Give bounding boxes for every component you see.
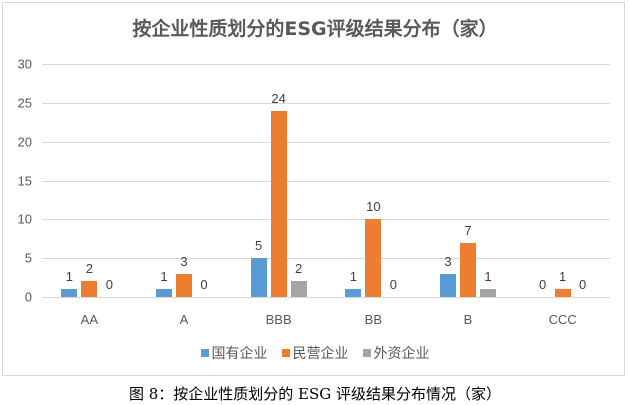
bar <box>345 289 362 297</box>
data-label: 2 <box>85 261 93 277</box>
legend-swatch-icon <box>362 349 371 357</box>
y-tick-label: 5 <box>24 250 32 266</box>
data-label: 2 <box>295 261 303 277</box>
data-label: 5 <box>255 238 263 254</box>
gridline <box>42 219 610 221</box>
legend-label: 国有企业 <box>211 346 268 362</box>
legend-swatch-icon <box>200 349 209 357</box>
legend-item: 国有企业 <box>200 343 268 363</box>
x-tick-label: A <box>179 312 189 327</box>
legend-item: 外资企业 <box>362 343 430 363</box>
data-label: 1 <box>349 269 357 285</box>
legend: 国有企业 民营企业 外资企业 <box>0 343 630 363</box>
bar <box>365 219 382 297</box>
y-tick-label: 10 <box>17 211 32 227</box>
gridline <box>42 180 610 182</box>
data-label: 3 <box>180 253 188 269</box>
gridline <box>42 64 610 65</box>
bar <box>156 289 172 297</box>
data-label: 24 <box>271 90 286 106</box>
bar <box>480 289 496 297</box>
chart-title: 按企业性质划分的ESG评级结果分布（家） <box>132 18 498 40</box>
y-tick-label: 25 <box>17 95 32 111</box>
legend-label: 民营企业 <box>292 346 349 362</box>
data-label: 0 <box>105 277 113 292</box>
plot-area: 0 5 10 15 20 25 30 1 2 0 1 3 0 5 24 2 1 10 0 3 7 1 0 1 0 <box>18 57 610 305</box>
data-label: 1 <box>65 269 73 285</box>
legend-item: 民营企业 <box>281 343 349 363</box>
bar <box>81 281 98 297</box>
bar <box>61 289 78 297</box>
y-tick-label: 20 <box>17 134 32 150</box>
bar <box>250 258 267 297</box>
legend-swatch-icon <box>281 349 290 357</box>
gridline <box>42 258 610 260</box>
bar <box>554 289 571 297</box>
y-tick-label: 0 <box>24 289 32 305</box>
data-label: 10 <box>366 199 381 215</box>
data-label: 3 <box>444 253 452 269</box>
x-tick-label: AA <box>80 312 98 327</box>
x-tick-label: CCC <box>548 312 577 327</box>
data-label: 1 <box>484 269 492 285</box>
gridline <box>42 297 610 298</box>
data-label: 7 <box>464 222 472 238</box>
x-tick-label: BB <box>364 312 382 327</box>
figure-caption: 图 8：按企业性质划分的 ESG 评级结果分布情况（家） <box>128 385 502 403</box>
bar <box>440 273 456 297</box>
bar <box>290 281 307 297</box>
y-tick-label: 30 <box>17 56 32 72</box>
x-tick-label: BBB <box>265 312 292 327</box>
data-label: 1 <box>160 269 168 285</box>
y-tick-label: 15 <box>17 173 32 188</box>
data-label: 0 <box>200 277 208 292</box>
data-label: 1 <box>559 269 567 285</box>
bar <box>270 110 287 297</box>
gridline <box>42 102 610 104</box>
x-tick-label: B <box>463 312 473 327</box>
bar <box>460 242 476 297</box>
bar <box>176 273 192 297</box>
gridline <box>42 141 610 143</box>
data-label: 0 <box>389 277 397 292</box>
data-label: 0 <box>579 277 587 292</box>
data-label: 0 <box>539 277 547 292</box>
legend-label: 外资企业 <box>373 346 430 362</box>
